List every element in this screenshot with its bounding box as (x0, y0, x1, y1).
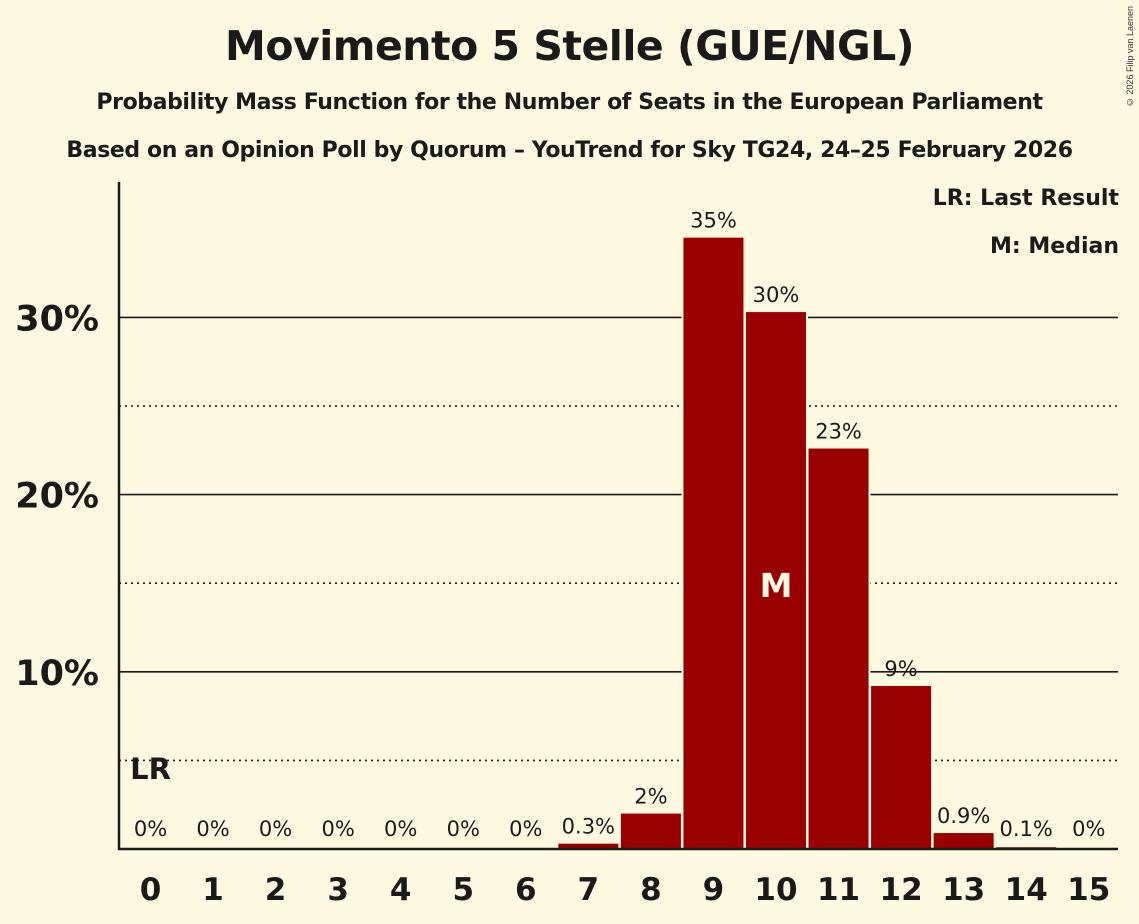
bar-seats-12 (871, 685, 932, 849)
x-tick-label: 7 (578, 872, 600, 908)
x-tick-label: 9 (703, 872, 725, 908)
value-label: 0% (384, 817, 417, 841)
y-tick-label: 20% (15, 477, 99, 517)
bar-gap (994, 845, 1059, 849)
y-tick-label: 30% (15, 299, 99, 339)
value-label: 2% (634, 785, 667, 809)
value-label: 0% (447, 817, 480, 841)
x-tick-label: 3 (327, 872, 349, 908)
x-tick-label: 2 (265, 872, 287, 908)
bar-seats-10 (746, 312, 806, 850)
value-label: 9% (884, 657, 917, 681)
value-label: 0% (259, 817, 292, 841)
y-tick-label: 10% (15, 654, 99, 694)
bar-seats-7 (558, 843, 619, 849)
last-result-marker: LR (130, 752, 171, 786)
legend-last-result: LR: Last Result (932, 186, 1119, 211)
x-tick-label: 0 (140, 872, 162, 908)
chart-title: Movimento 5 Stelle (GUE/NGL) (225, 22, 914, 70)
value-label: 30% (753, 283, 800, 307)
value-label: 23% (815, 420, 862, 444)
x-tick-label: 10 (754, 872, 797, 908)
chart-source: Based on an Opinion Poll by Quorum – You… (66, 138, 1073, 163)
value-label: 0.9% (937, 804, 990, 828)
value-label: 0.1% (1000, 817, 1053, 841)
x-tick-label: 1 (202, 872, 224, 908)
x-tick-label: 6 (515, 872, 537, 908)
value-label: 0% (509, 817, 542, 841)
chart-subtitle: Probability Mass Function for the Number… (96, 90, 1043, 115)
value-label: 35% (690, 209, 737, 233)
x-tick-label: 12 (880, 872, 923, 908)
bar-seats-9 (683, 237, 744, 849)
legend-median: M: Median (990, 234, 1119, 259)
x-tick-label: 14 (1005, 872, 1048, 908)
x-tick-label: 15 (1067, 872, 1110, 908)
bar-seats-13 (933, 833, 994, 849)
value-label: 0% (196, 817, 229, 841)
x-tick-label: 5 (452, 872, 474, 908)
bar-seats-8 (620, 813, 681, 849)
x-tick-label: 11 (817, 872, 860, 908)
x-tick-label: 8 (640, 872, 662, 908)
bar-seats-11 (808, 448, 869, 849)
value-label: 0% (134, 817, 167, 841)
value-label: 0.3% (562, 815, 615, 839)
median-marker: M (760, 566, 793, 605)
x-tick-label: 13 (942, 872, 985, 908)
value-label: 0% (321, 817, 354, 841)
value-label: 0% (1072, 817, 1105, 841)
x-tick-label: 4 (390, 872, 412, 908)
